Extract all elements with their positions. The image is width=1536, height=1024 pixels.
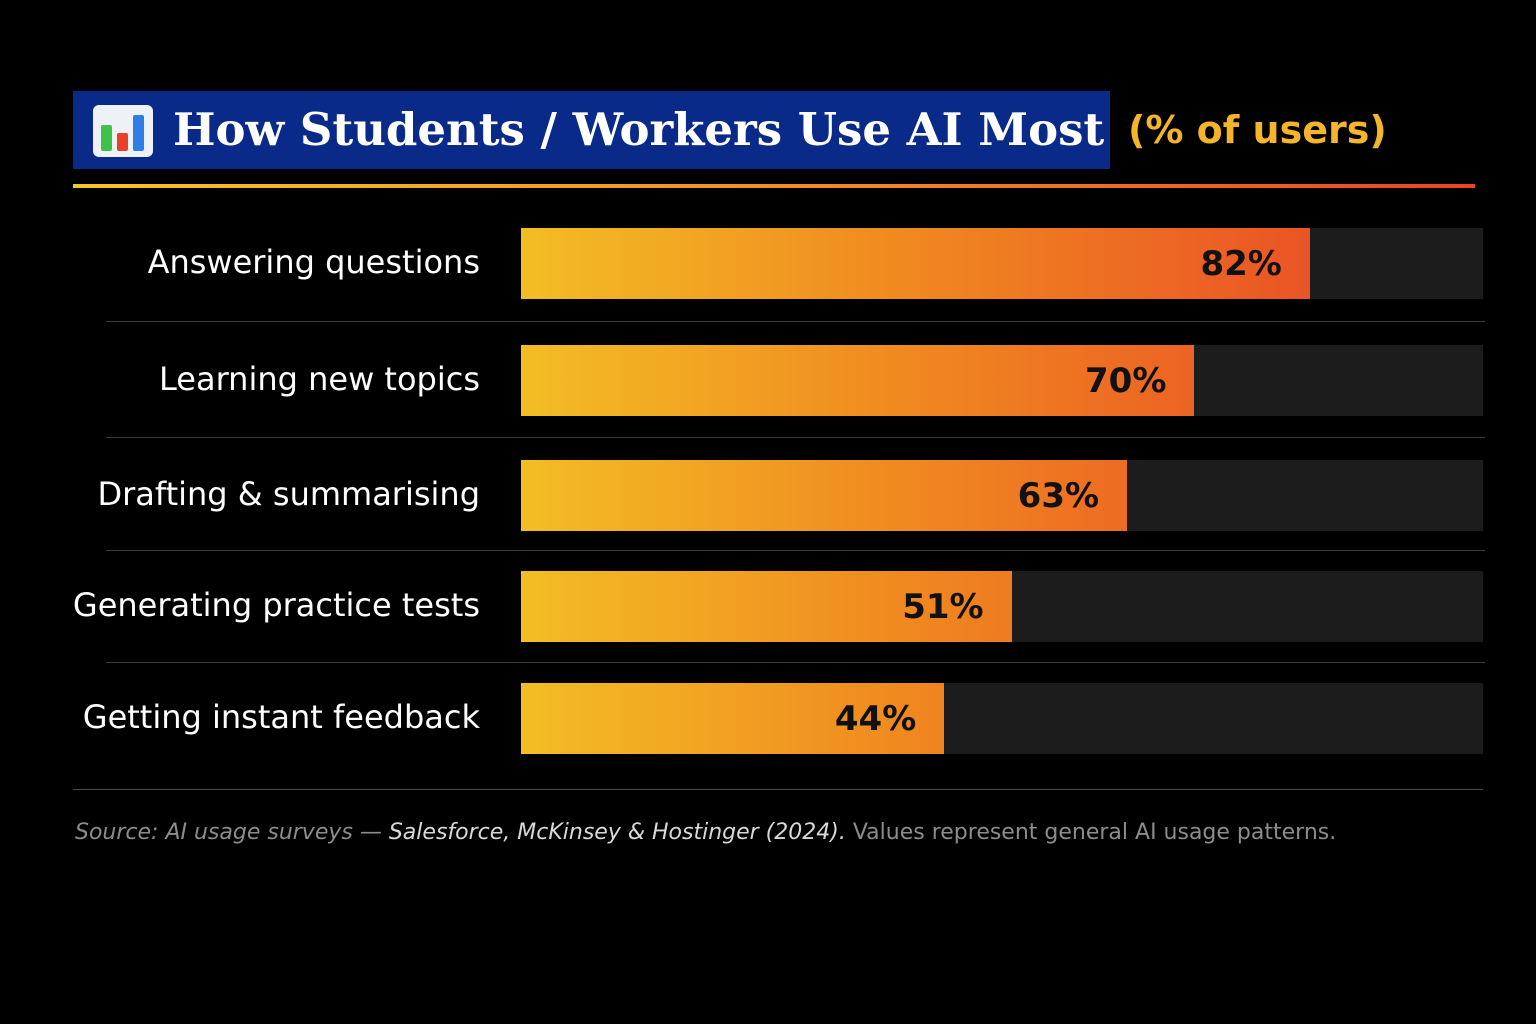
row-divider [106,321,1485,322]
row-divider [106,437,1485,438]
chart-subtitle: (% of users) [1128,108,1387,152]
bar-track: 63% [521,460,1483,531]
source-citation: Salesforce, McKinsey & Hostinger (2024). [388,820,846,845]
category-label: Getting instant feedback [82,697,480,736]
title-underline [73,184,1475,188]
bar-track: 44% [521,683,1483,754]
bar-value-label: 70% [1085,360,1167,401]
bar-value-label: 51% [902,586,984,627]
row-divider [106,661,1485,663]
bar-chart-icon [93,105,153,157]
bar: 63% [521,460,1128,531]
bar-value-label: 63% [1017,475,1100,516]
source-note: Source: AI usage surveys — Salesforce, M… [75,816,1515,850]
source-prefix: Source: AI usage surveys — [75,820,389,845]
bar-track: 70% [521,345,1483,416]
category-label: Drafting & summarising [97,474,480,513]
bar: 82% [521,228,1310,299]
category-label: Learning new topics [159,359,480,398]
category-label: Generating practice tests [72,585,480,624]
bar-track: 51% [521,571,1483,642]
row-divider [106,550,1485,551]
bar-track: 82% [521,228,1483,299]
bar: 70% [521,345,1195,416]
bar-value-label: 44% [834,698,917,739]
bar: 51% [521,571,1012,642]
title-banner: How Students / Workers Use AI Most [73,91,1110,169]
category-label: Answering questions [147,242,480,281]
source-note-text: Values represent general AI usage patter… [845,820,1337,845]
bar: 44% [521,683,945,754]
footer-divider [73,789,1483,790]
chart-title: How Students / Workers Use AI Most [173,103,1105,156]
bar-value-label: 82% [1200,243,1282,284]
